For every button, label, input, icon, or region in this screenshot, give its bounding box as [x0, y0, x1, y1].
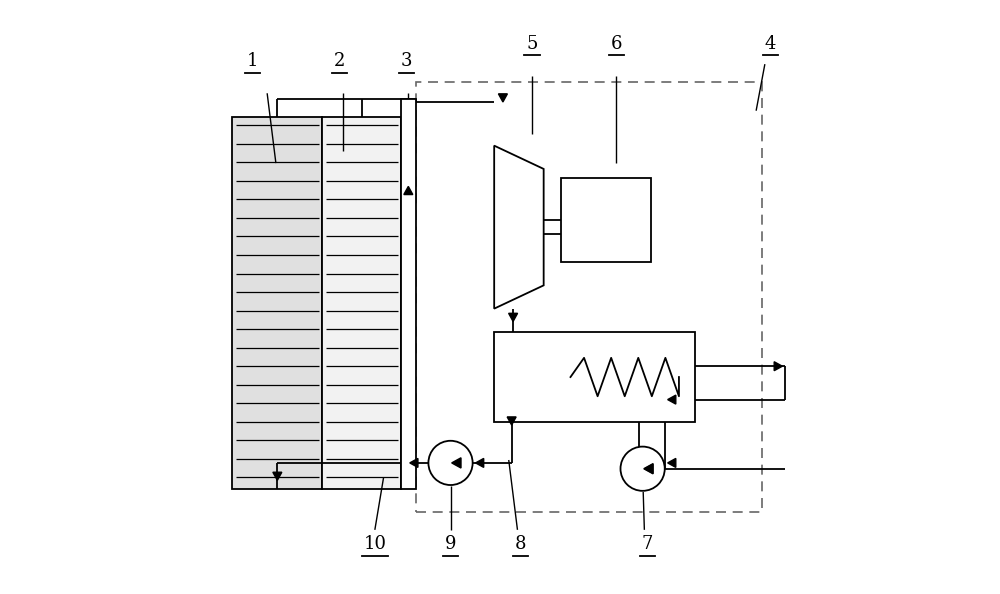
Bar — [494, 332, 695, 422]
Text: 2: 2 — [334, 52, 346, 70]
Circle shape — [620, 447, 665, 491]
Text: 9: 9 — [445, 535, 456, 553]
Polygon shape — [410, 459, 418, 467]
Text: 7: 7 — [642, 535, 653, 553]
Text: 4: 4 — [765, 34, 776, 52]
Text: 5: 5 — [526, 34, 538, 52]
Polygon shape — [494, 146, 544, 309]
Polygon shape — [507, 417, 516, 425]
Text: 10: 10 — [363, 535, 386, 553]
Polygon shape — [498, 94, 507, 102]
Polygon shape — [476, 459, 484, 467]
Polygon shape — [404, 187, 413, 195]
Text: 8: 8 — [515, 535, 526, 553]
Bar — [561, 178, 651, 262]
Polygon shape — [645, 465, 653, 473]
Bar — [232, 116, 322, 489]
Bar — [322, 116, 401, 489]
Polygon shape — [668, 395, 676, 404]
Circle shape — [428, 441, 473, 485]
Polygon shape — [644, 463, 653, 474]
Polygon shape — [273, 472, 282, 481]
Bar — [416, 81, 762, 513]
Text: 1: 1 — [247, 52, 258, 70]
Polygon shape — [509, 313, 518, 321]
Polygon shape — [668, 459, 676, 467]
Text: 6: 6 — [611, 34, 622, 52]
Polygon shape — [452, 458, 461, 468]
Polygon shape — [774, 362, 782, 371]
Text: 3: 3 — [401, 52, 413, 70]
Bar — [401, 99, 416, 489]
